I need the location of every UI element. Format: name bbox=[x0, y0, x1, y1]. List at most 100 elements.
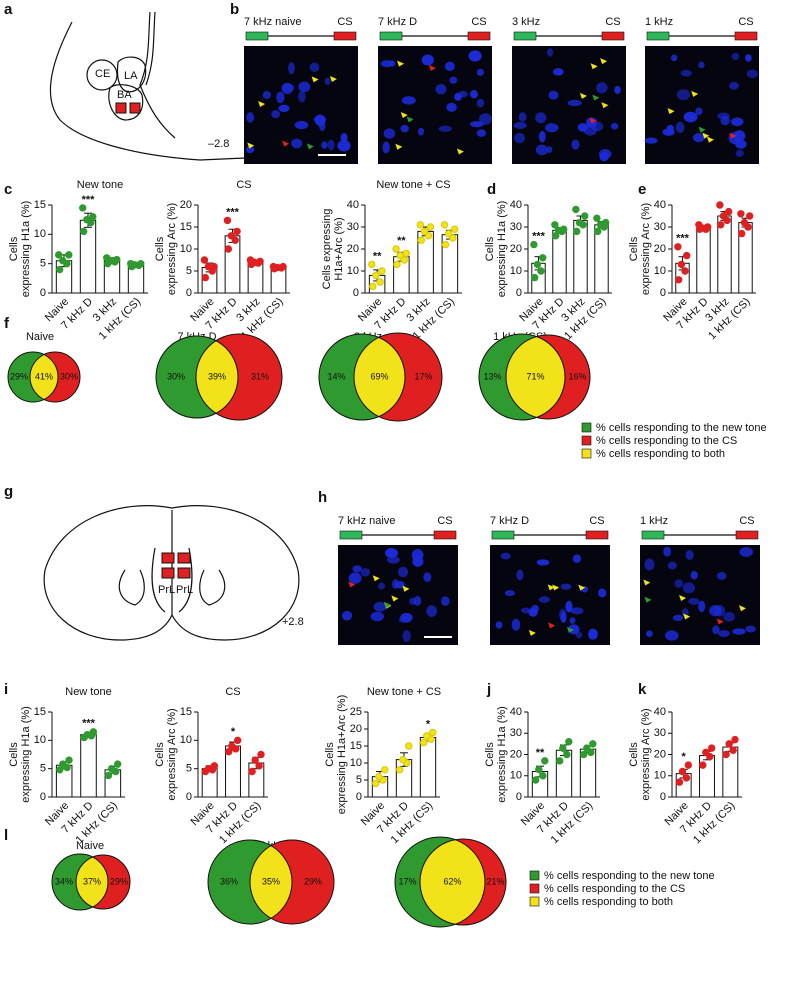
venn-outline bbox=[478, 333, 566, 421]
data-point bbox=[740, 218, 749, 227]
venn-value-label: 16% bbox=[568, 371, 586, 381]
y-tick-label: 0 bbox=[40, 791, 46, 803]
nucleus-la bbox=[116, 56, 147, 93]
nucleus bbox=[614, 85, 621, 94]
venn-value-label: 36% bbox=[220, 876, 238, 886]
y-tick-label: 5 bbox=[356, 774, 362, 786]
y-tick-label: 10 bbox=[180, 734, 192, 746]
y-tick-label: 10 bbox=[34, 228, 46, 240]
region-label: PrL bbox=[158, 584, 175, 596]
arrowhead bbox=[528, 629, 536, 636]
venn-value-label: 35% bbox=[262, 876, 280, 886]
data-point bbox=[579, 750, 588, 759]
data-point bbox=[257, 750, 265, 759]
nucleus bbox=[676, 89, 691, 101]
chart-title: New tone bbox=[65, 686, 111, 698]
nucleus bbox=[513, 121, 527, 129]
panel-label: e bbox=[638, 181, 646, 198]
data-point bbox=[441, 240, 450, 249]
data-point bbox=[251, 756, 259, 764]
ventricle bbox=[118, 569, 145, 606]
nucleus bbox=[547, 48, 554, 57]
nucleus bbox=[516, 569, 524, 581]
panel-label: g bbox=[4, 483, 13, 500]
nucleus bbox=[552, 68, 564, 76]
data-point bbox=[440, 221, 449, 229]
sample-site bbox=[129, 102, 141, 114]
legend-swatch bbox=[581, 422, 592, 433]
nucleus bbox=[730, 117, 744, 127]
data-point bbox=[537, 267, 545, 275]
y-tick-label: 10 bbox=[180, 243, 192, 255]
y-tick-label: 15 bbox=[34, 199, 46, 211]
timeline-cs: CS bbox=[471, 16, 486, 28]
nucleus bbox=[309, 62, 320, 73]
nucleus bbox=[388, 60, 396, 67]
venn-overlap bbox=[250, 840, 292, 924]
data-point bbox=[79, 227, 88, 236]
data-point bbox=[103, 254, 111, 262]
venn-value-label: 21% bbox=[486, 876, 504, 886]
y-tick-label: 20 bbox=[654, 748, 666, 760]
data-point bbox=[395, 766, 404, 774]
y-tick-label: 15 bbox=[180, 706, 192, 718]
nucleus bbox=[695, 107, 703, 116]
nucleus bbox=[469, 121, 484, 128]
nucleus bbox=[731, 52, 740, 61]
tone-block bbox=[245, 31, 269, 41]
arrowhead bbox=[397, 60, 405, 67]
significance: *** bbox=[532, 231, 546, 243]
venn-value-label: 41% bbox=[35, 371, 53, 381]
arrowhead bbox=[679, 594, 687, 601]
timeline-cs: CS bbox=[739, 515, 754, 527]
arrowhead bbox=[691, 90, 699, 97]
nucleus bbox=[281, 82, 293, 95]
venn-overlap bbox=[506, 335, 565, 419]
arrowhead bbox=[402, 585, 410, 592]
outline bbox=[139, 11, 176, 139]
nucleus bbox=[692, 133, 705, 143]
y-tick-label: 30 bbox=[510, 727, 522, 739]
data-point bbox=[559, 744, 567, 752]
venn-overlap bbox=[196, 336, 238, 418]
nucleus bbox=[560, 583, 572, 590]
data-point bbox=[602, 218, 610, 227]
data-point bbox=[533, 260, 542, 269]
nucleus bbox=[672, 614, 684, 621]
nucleus bbox=[535, 112, 547, 124]
nucleus bbox=[663, 546, 672, 557]
nucleus bbox=[569, 617, 576, 624]
nucleus bbox=[438, 125, 452, 132]
nucleus bbox=[591, 121, 604, 132]
nucleus bbox=[514, 132, 525, 144]
panel-label: f bbox=[4, 315, 10, 332]
nucleus bbox=[548, 90, 559, 100]
y-tick-label: 30 bbox=[347, 221, 359, 233]
data-point bbox=[392, 245, 400, 253]
nucleus bbox=[675, 121, 685, 134]
nucleus bbox=[298, 81, 311, 93]
nucleus bbox=[383, 128, 396, 139]
nucleus bbox=[476, 68, 485, 76]
legend-swatch bbox=[529, 896, 540, 907]
y-tick-label: 20 bbox=[347, 243, 359, 255]
y-tick-label: 10 bbox=[347, 265, 359, 277]
significance: ** bbox=[397, 235, 406, 247]
venn-outline bbox=[318, 333, 406, 421]
arrowhead bbox=[384, 601, 392, 608]
data-point bbox=[681, 267, 689, 275]
y-tick-label: 0 bbox=[186, 791, 192, 803]
legend-swatch bbox=[581, 448, 592, 459]
nucleus bbox=[598, 588, 607, 598]
y-axis-label: Cells bbox=[154, 236, 166, 261]
y-axis-label: expressing Arc (%) bbox=[166, 708, 178, 800]
cs-block bbox=[734, 31, 758, 41]
data-point bbox=[59, 257, 67, 265]
data-point bbox=[228, 742, 236, 750]
venn-outline bbox=[353, 332, 443, 422]
arrowhead bbox=[578, 584, 586, 591]
tone-block bbox=[339, 530, 363, 540]
data-point bbox=[79, 204, 87, 212]
significance: *** bbox=[82, 718, 96, 730]
data-point bbox=[674, 243, 682, 251]
